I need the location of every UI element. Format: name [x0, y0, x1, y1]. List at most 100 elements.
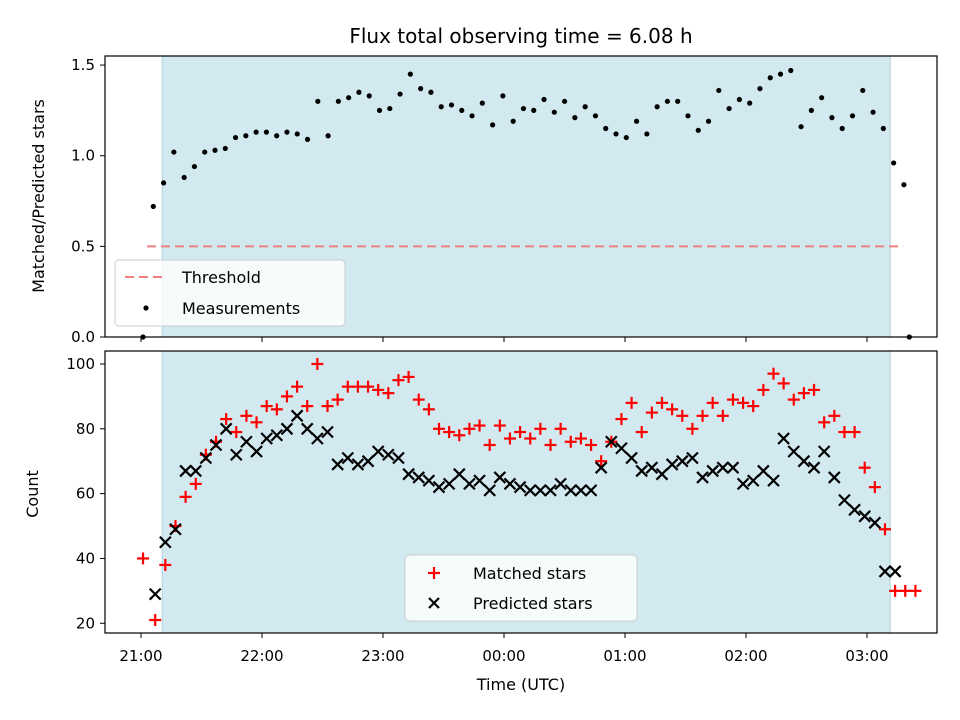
- x-b: [382, 448, 395, 462]
- matched-star-point: [137, 552, 150, 565]
- measurement-point: [644, 131, 650, 137]
- x-tick-label: 01:00: [603, 647, 646, 665]
- matched-star-point: [585, 439, 598, 451]
- predicted-star-point: [615, 441, 628, 455]
- x-b: [503, 477, 517, 491]
- x-b: [726, 461, 740, 474]
- x-b: [321, 425, 334, 439]
- x-b: [574, 484, 588, 497]
- matched-star-point: [483, 439, 496, 451]
- measurement-point: [315, 98, 321, 104]
- predicted-star-point: [260, 432, 273, 445]
- matched-star-point: [524, 432, 537, 445]
- measurement-point: [808, 107, 814, 113]
- matched-star-point: [341, 380, 354, 393]
- x-tick-label: 00:00: [482, 647, 525, 665]
- matched-star-point: [270, 403, 283, 416]
- matched-star-point: [392, 374, 405, 387]
- measurement-point: [839, 125, 845, 132]
- measurement-point: [901, 182, 907, 188]
- x-tick-label: 21:00: [119, 647, 162, 665]
- predicted-star-point: [605, 435, 618, 449]
- measurement-point: [582, 104, 588, 110]
- matched-star-point: [230, 426, 243, 439]
- measurement-point: [757, 86, 763, 92]
- x-b: [787, 445, 801, 458]
- measurement-point: [335, 98, 341, 104]
- x-b: [392, 451, 405, 465]
- x-b: [696, 471, 709, 484]
- predicted-star-point: [838, 493, 851, 507]
- bottom-y-ticks: 20 40 60 80 100: [66, 355, 105, 632]
- x-b: [270, 428, 284, 442]
- predicted-star-point: [341, 451, 355, 465]
- measurement-point: [520, 105, 527, 112]
- matched-star-point: [179, 490, 192, 503]
- bottom-y-axis-label: Count: [23, 470, 42, 518]
- x-b: [746, 474, 760, 487]
- measurement-point: [500, 93, 506, 99]
- matched-star-point: [696, 409, 709, 422]
- measurement-point: [654, 104, 660, 110]
- measurement-point: [870, 109, 876, 115]
- matched-star-point: [250, 416, 263, 429]
- x-tick-label: 22:00: [240, 647, 283, 665]
- x-b: [655, 467, 669, 481]
- matched-star-point: [291, 380, 304, 393]
- x-b: [513, 480, 527, 494]
- y-tick-label: 40: [76, 549, 95, 567]
- measurement-point: [829, 115, 835, 121]
- x-b: [209, 438, 223, 452]
- chart-title: Flux total observing time = 6.08 h: [349, 24, 692, 48]
- predicted-star-point: [452, 467, 466, 481]
- matched-star-point: [220, 413, 233, 426]
- x-b: [868, 516, 882, 530]
- measurement-point: [561, 98, 568, 104]
- measurement-point: [705, 118, 712, 124]
- measurement-point: [860, 87, 866, 94]
- measurement-point: [469, 113, 475, 119]
- measurement-point: [325, 133, 331, 139]
- matched-star-point: [797, 387, 810, 400]
- x-b: [422, 474, 436, 487]
- x-b: [767, 474, 780, 487]
- predicted-star-point: [280, 422, 294, 436]
- matched-star-point: [716, 409, 729, 422]
- measurement-point: [459, 107, 465, 113]
- predicted-star-point: [777, 432, 790, 445]
- top-legend-box: [114, 259, 346, 327]
- x-b: [686, 451, 699, 465]
- matched-star-point: [372, 383, 385, 396]
- predicted-star-point: [240, 435, 253, 449]
- matched-star-point: [868, 481, 881, 494]
- predicted-star-point: [868, 516, 882, 530]
- measurement-point: [685, 113, 691, 119]
- measurement-point: [849, 113, 856, 119]
- x-b: [199, 451, 213, 465]
- matched-star-point: [301, 400, 314, 413]
- predicted-star-point: [665, 458, 679, 471]
- predicted-star-point: [371, 445, 385, 458]
- matched-star-point: [260, 400, 273, 413]
- measurement-point: [212, 147, 218, 153]
- x-b: [878, 565, 892, 578]
- predicted-star-point: [828, 471, 841, 484]
- predicted-star-point: [848, 503, 861, 517]
- matched-star-point: [362, 380, 375, 393]
- predicted-star-point: [797, 454, 811, 468]
- matched-star-point: [635, 426, 648, 439]
- predicted-star-point: [250, 445, 263, 458]
- measurement-point: [664, 98, 671, 104]
- matched-star-point: [686, 422, 699, 435]
- x-b: [169, 522, 182, 536]
- matched-star-point: [463, 422, 476, 435]
- x-b: [442, 477, 456, 491]
- measurement-point: [274, 133, 280, 139]
- measurement-point: [572, 115, 578, 121]
- predicted-star-point: [321, 425, 334, 439]
- legend-measurements-label: Measurements: [182, 299, 300, 318]
- measurement-point: [880, 125, 886, 132]
- matched-star-point: [280, 390, 293, 403]
- predicted-star-point: [473, 474, 486, 487]
- y-tick-label: 60: [76, 485, 95, 503]
